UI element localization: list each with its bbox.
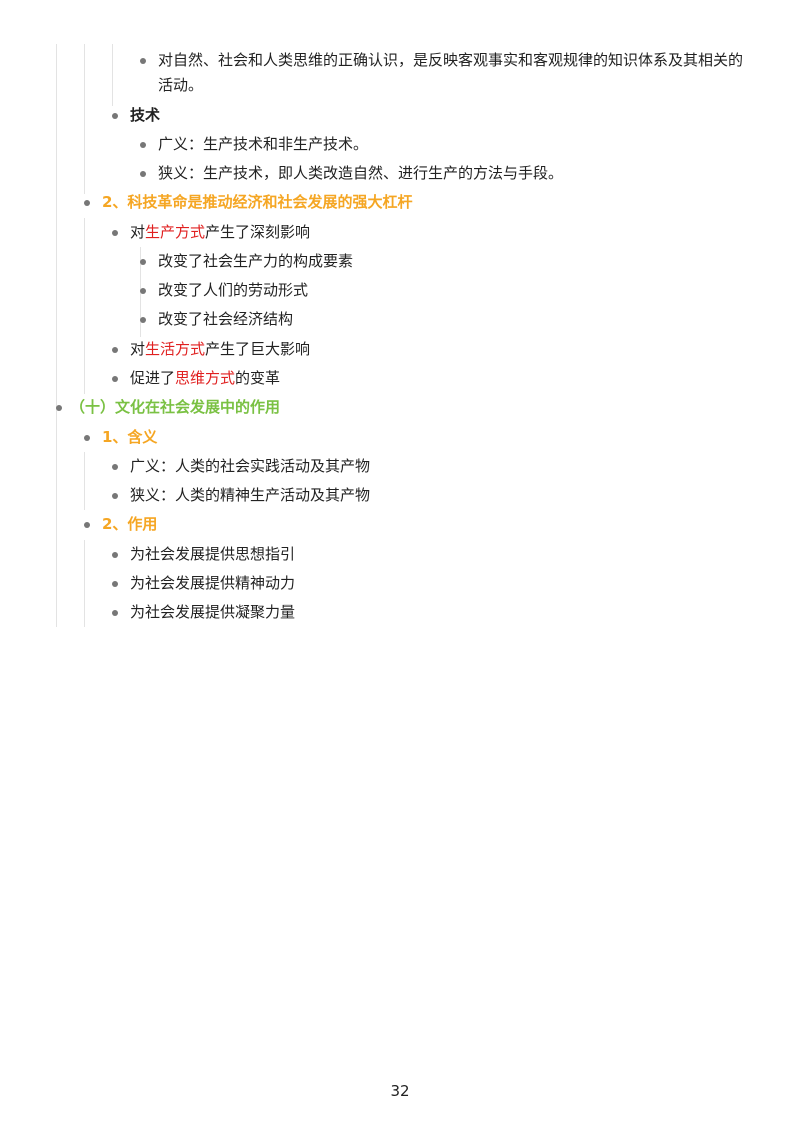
list-item: 对生活方式产生了巨大影响 <box>0 335 800 364</box>
list-item: 对生产方式产生了深刻影响 <box>0 218 800 247</box>
list-item: 广义：生产技术和非生产技术。 <box>0 130 800 159</box>
list-item-text: 狭义：人类的精神生产活动及其产物 <box>130 486 371 504</box>
outline-guide-line <box>84 452 85 510</box>
bullet-dot-icon <box>56 405 62 411</box>
section-heading: 1、含义 <box>0 423 800 452</box>
outline-guide-line <box>84 44 85 194</box>
bullet-dot-icon <box>112 552 118 558</box>
outline-guide-line <box>56 44 57 627</box>
bullet-dot-icon <box>140 259 146 265</box>
section-heading: 2、作用 <box>0 510 800 539</box>
list-item: 改变了社会生产力的构成要素 <box>0 247 800 276</box>
list-item-text: 技术 <box>130 106 161 124</box>
bullet-dot-icon <box>84 522 90 528</box>
list-item-text: 为社会发展提供凝聚力量 <box>130 603 296 621</box>
bullet-dot-icon <box>140 142 146 148</box>
bullet-dot-icon <box>140 317 146 323</box>
bullet-dot-icon <box>140 171 146 177</box>
list-item: 为社会发展提供思想指引 <box>0 540 800 569</box>
list-item: 为社会发展提供凝聚力量 <box>0 598 800 627</box>
emphasis-text: 生活方式 <box>145 340 206 358</box>
section-heading-text: 2、作用 <box>102 515 158 533</box>
section-heading-text: 2、科技革命是推动经济和社会发展的强大杠杆 <box>102 193 413 211</box>
list-item: 促进了思维方式的变革 <box>0 364 800 393</box>
list-item-text: 改变了社会经济结构 <box>158 310 294 328</box>
list-item-text: 广义：人类的社会实践活动及其产物 <box>130 457 371 475</box>
bullet-dot-icon <box>84 200 90 206</box>
list-item-text: 改变了人们的劳动形式 <box>158 281 309 299</box>
bullet-dot-icon <box>112 581 118 587</box>
outline-guide-line <box>112 44 113 106</box>
bullet-dot-icon <box>112 113 118 119</box>
bullet-dot-icon <box>84 435 90 441</box>
list-item: 狭义：人类的精神生产活动及其产物 <box>0 481 800 510</box>
list-item: 技术 <box>0 101 800 130</box>
outline-guide-line <box>84 540 85 627</box>
section-heading-text: 1、含义 <box>102 428 158 446</box>
emphasis-text: 生产方式 <box>145 223 206 241</box>
outline-guide-line <box>84 218 85 394</box>
list-item: 狭义：生产技术，即人类改造自然、进行生产的方法与手段。 <box>0 159 800 188</box>
list-item: 改变了社会经济结构 <box>0 305 800 334</box>
list-item-text: 对生产方式产生了深刻影响 <box>130 223 311 241</box>
list-item-text: 广义：生产技术和非生产技术。 <box>158 135 369 153</box>
list-item-text: 为社会发展提供精神动力 <box>130 574 296 592</box>
bullet-dot-icon <box>112 347 118 353</box>
bullet-dot-icon <box>112 610 118 616</box>
chapter-heading: （十）文化在社会发展中的作用 <box>0 393 800 422</box>
list-item: 广义：人类的社会实践活动及其产物 <box>0 452 800 481</box>
page-number: 32 <box>390 1082 410 1100</box>
list-item-text: 狭义：生产技术，即人类改造自然、进行生产的方法与手段。 <box>158 164 564 182</box>
list-item: 改变了人们的劳动形式 <box>0 276 800 305</box>
list-item-text: 对自然、社会和人类思维的正确认识，是反映客观事实和客观规律的知识体系及其相关的活… <box>158 51 744 94</box>
bullet-dot-icon <box>112 493 118 499</box>
bullet-dot-icon <box>140 58 146 64</box>
list-item: 为社会发展提供精神动力 <box>0 569 800 598</box>
bullet-dot-icon <box>140 288 146 294</box>
list-item-text: 为社会发展提供思想指引 <box>130 545 296 563</box>
list-item-text: 对生活方式产生了巨大影响 <box>130 340 311 358</box>
bullet-dot-icon <box>112 376 118 382</box>
emphasis-text: 思维方式 <box>175 369 236 387</box>
chapter-heading-text: （十）文化在社会发展中的作用 <box>70 398 281 416</box>
list-item-text: 改变了社会生产力的构成要素 <box>158 252 354 270</box>
section-heading: 2、科技革命是推动经济和社会发展的强大杠杆 <box>0 188 800 217</box>
list-item-text: 促进了思维方式的变革 <box>130 369 281 387</box>
bullet-dot-icon <box>112 230 118 236</box>
bullet-dot-icon <box>112 464 118 470</box>
